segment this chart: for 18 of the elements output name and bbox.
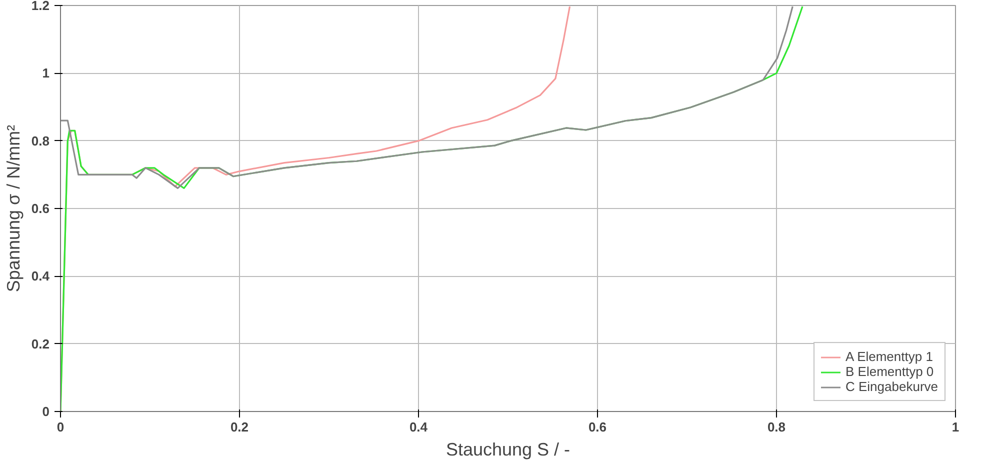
legend-label: B Elementtyp 0 (846, 364, 934, 379)
y-tick-label: 1 (42, 66, 50, 81)
y-tick-label: 0 (42, 404, 50, 419)
y-axis-title: Spannung σ / N/mm² (3, 124, 24, 292)
x-tick-label: 0.8 (767, 420, 786, 434)
legend-label: A Elementtyp 1 (846, 349, 933, 364)
x-tick-label: 0.4 (409, 420, 428, 434)
y-tick-label: 0.4 (31, 268, 50, 284)
y-tick-label: 0.8 (31, 133, 50, 148)
x-tick-label: 0.6 (588, 420, 607, 434)
x-tick-label: 1 (952, 420, 960, 434)
x-axis-title: Stauchung S / - (446, 440, 570, 460)
y-tick-label: 0.6 (31, 201, 50, 216)
x-tick-label: 0 (56, 420, 64, 434)
legend-label: C Eingabekurve (846, 379, 938, 394)
y-tick-label: 1.2 (31, 0, 50, 13)
y-tick-label: 0.2 (31, 336, 50, 352)
x-tick-label: 0.2 (230, 420, 249, 434)
